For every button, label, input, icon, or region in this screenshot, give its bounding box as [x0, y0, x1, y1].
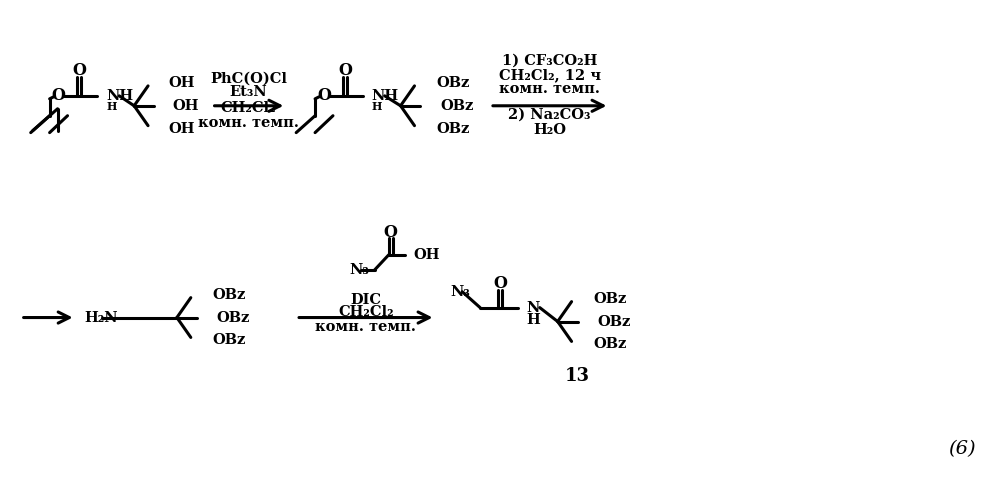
Text: Et₃N: Et₃N — [230, 85, 267, 99]
Text: OBz: OBz — [217, 311, 250, 325]
Text: O: O — [52, 87, 66, 104]
Text: PhC(O)Cl: PhC(O)Cl — [210, 72, 287, 86]
Text: OBz: OBz — [594, 292, 627, 305]
Text: OBz: OBz — [598, 315, 631, 328]
Text: H₂O: H₂O — [533, 123, 566, 137]
Text: комн. темп.: комн. темп. — [198, 116, 299, 130]
Text: OH: OH — [168, 121, 195, 136]
Text: OBz: OBz — [436, 121, 470, 136]
Text: O: O — [338, 63, 352, 79]
Text: O: O — [73, 63, 87, 79]
Text: CH₂Cl₂, 12 ч: CH₂Cl₂, 12 ч — [499, 68, 601, 82]
Text: H₂N: H₂N — [85, 311, 118, 325]
Text: 13: 13 — [565, 367, 590, 385]
Text: NH: NH — [371, 89, 399, 103]
Text: N: N — [527, 301, 540, 315]
Text: OBz: OBz — [213, 334, 247, 348]
Text: N₃: N₃ — [349, 263, 368, 277]
Text: 1) CF₃CO₂H: 1) CF₃CO₂H — [502, 54, 598, 68]
Text: CH₂Cl₂: CH₂Cl₂ — [221, 101, 276, 115]
Text: OH: OH — [413, 248, 440, 262]
Text: CH₂Cl₂: CH₂Cl₂ — [338, 304, 393, 318]
Text: NH: NH — [107, 89, 134, 103]
Text: H: H — [527, 313, 541, 326]
Text: OBz: OBz — [440, 99, 474, 113]
Text: OBz: OBz — [594, 337, 627, 351]
Text: H: H — [371, 101, 382, 112]
Text: OH: OH — [168, 76, 195, 90]
Text: O: O — [383, 224, 397, 240]
Text: O: O — [317, 87, 331, 104]
Text: комн. темп.: комн. темп. — [499, 82, 600, 96]
Text: OBz: OBz — [436, 76, 470, 90]
Text: комн. темп.: комн. темп. — [315, 320, 416, 335]
Text: (6): (6) — [948, 440, 976, 458]
Text: 2) Na₂CO₃: 2) Na₂CO₃ — [508, 108, 591, 122]
Text: N₃: N₃ — [450, 285, 470, 299]
Text: OH: OH — [172, 99, 199, 113]
Text: H: H — [107, 101, 117, 112]
Text: O: O — [493, 275, 507, 292]
Text: OBz: OBz — [213, 288, 247, 302]
Text: DIC: DIC — [350, 293, 381, 307]
